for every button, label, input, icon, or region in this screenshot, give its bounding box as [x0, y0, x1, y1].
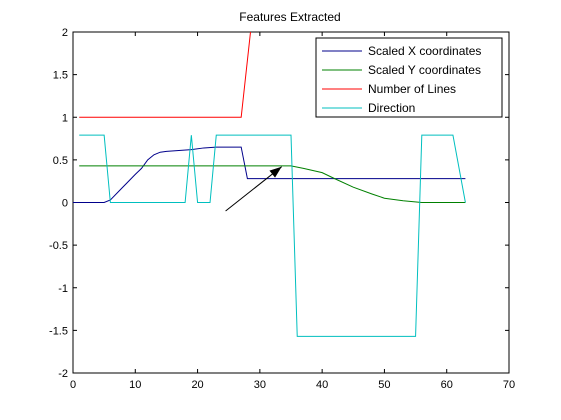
y-tick-label: 0 [62, 198, 68, 210]
x-tick-label: 70 [503, 379, 515, 391]
chart-title: Features Extracted [239, 10, 340, 24]
series-line-number-of-lines [79, 32, 252, 118]
x-tick-label: 40 [316, 379, 328, 391]
x-axis: 0 10 20 30 40 50 60 70 [70, 32, 515, 391]
annotation-arrow-head [269, 166, 282, 178]
annotation-layer [225, 166, 282, 212]
legend-label: Scaled Y coordinates [368, 63, 481, 77]
y-tick-label: 1 [62, 112, 68, 124]
x-tick-label: 20 [191, 379, 203, 391]
x-tick-label: 10 [129, 379, 141, 391]
y-tick-label: -1.5 [49, 325, 68, 337]
x-tick-label: 60 [441, 379, 453, 391]
legend-box [315, 37, 503, 118]
y-tick-label: -2 [58, 368, 68, 380]
y-tick-label: -1 [58, 283, 68, 295]
series-line-direction [79, 134, 466, 337]
y-tick-label: -0.5 [49, 240, 68, 252]
x-tick-label: 50 [378, 379, 390, 391]
series-layer [73, 32, 466, 337]
legend-label: Direction [368, 101, 415, 115]
legend-label: Number of Lines [368, 82, 456, 96]
series-line-scaled-x-coordinates [73, 146, 466, 203]
y-tick-label: 0.5 [53, 155, 68, 167]
legend: Scaled X coordinates Scaled Y coordinates… [315, 37, 503, 118]
series-line-scaled-y-coordinates [79, 165, 466, 203]
y-axis: -2 -1.5 -1 -0.5 0 0.5 1 1.5 2 [49, 27, 509, 380]
y-tick-label: 1.5 [53, 70, 68, 82]
x-tick-label: 0 [70, 379, 76, 391]
x-tick-label: 30 [254, 379, 266, 391]
legend-label: Scaled X coordinates [368, 44, 481, 58]
y-tick-label: 2 [62, 27, 68, 39]
